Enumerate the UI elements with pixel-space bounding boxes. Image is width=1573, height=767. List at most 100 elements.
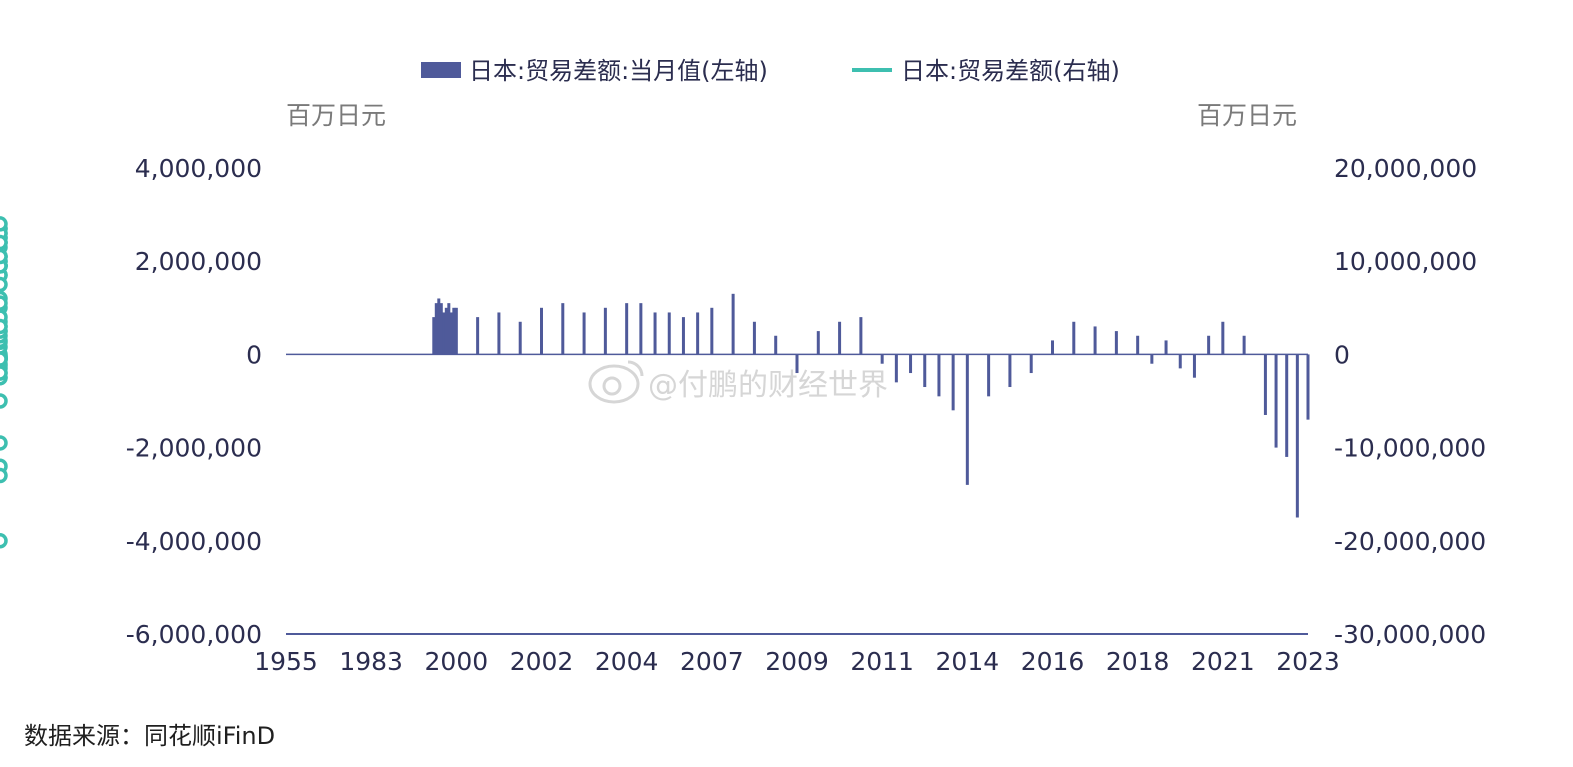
right-tick-label: 10,000,000 [1334, 247, 1477, 276]
x-tick-label: 2023 [1276, 647, 1340, 676]
x-axis-ticks: 1955 1983 2000 2002 2004 2007 2009 2011 2014 2016… [254, 647, 1340, 676]
bar [1193, 354, 1196, 377]
bar [710, 308, 713, 355]
bar [668, 312, 671, 354]
bar-series [432, 294, 1309, 518]
bar [1115, 331, 1118, 354]
left-axis-ticks: 4,000,000 2,000,000 0 -2,000,000 -4,000,000 -… [126, 154, 262, 649]
line-point [0, 218, 6, 230]
bar [881, 354, 884, 363]
bar [1072, 322, 1075, 355]
line-point [0, 320, 6, 332]
bar [455, 308, 458, 355]
bar [476, 317, 479, 354]
bar [966, 354, 969, 484]
left-axis-unit: 百万日元 [286, 101, 386, 130]
bar [1094, 326, 1097, 354]
bar [937, 354, 940, 396]
left-tick-label: 0 [246, 340, 262, 369]
x-tick-label: 2018 [1106, 647, 1170, 676]
bar [519, 322, 522, 355]
bar [774, 336, 777, 355]
bar [1136, 336, 1139, 355]
bar [625, 303, 628, 354]
line-point [0, 470, 6, 482]
right-tick-label: 20,000,000 [1334, 154, 1477, 183]
bar [682, 317, 685, 354]
right-axis-ticks: 20,000,000 10,000,000 0 -10,000,000 -20,000,… [1334, 154, 1486, 649]
line-point [0, 437, 6, 449]
weibo-icon [590, 362, 642, 402]
line-point [0, 395, 6, 407]
bar [817, 331, 820, 354]
x-tick-label: 2004 [595, 647, 659, 676]
bar [838, 322, 841, 355]
bar [604, 308, 607, 355]
bar [796, 354, 799, 373]
left-tick-label: -6,000,000 [126, 620, 262, 649]
bar [1296, 354, 1299, 517]
bar [1165, 340, 1168, 354]
bar [909, 354, 912, 373]
x-tick-label: 1955 [254, 647, 318, 676]
watermark: @付鹏的财经世界 [590, 362, 888, 403]
line-point [0, 367, 6, 379]
x-tick-label: 2021 [1191, 647, 1255, 676]
line-point [0, 535, 6, 547]
bar [753, 322, 756, 355]
x-tick-label: 1983 [339, 647, 403, 676]
bar [952, 354, 955, 410]
bar [561, 303, 564, 354]
bar [1243, 336, 1246, 355]
left-tick-label: 2,000,000 [135, 247, 262, 276]
legend-bar-label: 日本:贸易差额:当月值(左轴) [469, 57, 768, 85]
bar [540, 308, 543, 355]
x-tick-label: 2014 [936, 647, 1000, 676]
bar [923, 354, 926, 387]
bar [1030, 354, 1033, 373]
bar [1307, 354, 1310, 419]
legend-bar-swatch [421, 62, 461, 78]
line-markers [0, 218, 6, 547]
x-tick-label: 2016 [1021, 647, 1085, 676]
bar [1207, 336, 1210, 355]
bar [1150, 354, 1153, 363]
bar [1221, 322, 1224, 355]
bar [1008, 354, 1011, 387]
bar [732, 294, 735, 355]
bar [1051, 340, 1054, 354]
bar [583, 312, 586, 354]
x-tick-label: 2000 [425, 647, 489, 676]
left-tick-label: -2,000,000 [126, 434, 262, 463]
bar [895, 354, 898, 382]
bar [1179, 354, 1182, 368]
bar [987, 354, 990, 396]
line-point [0, 237, 6, 249]
x-tick-label: 2002 [510, 647, 574, 676]
right-tick-label: -20,000,000 [1334, 527, 1486, 556]
right-tick-label: -10,000,000 [1334, 434, 1486, 463]
right-tick-label: -30,000,000 [1334, 620, 1486, 649]
left-tick-label: -4,000,000 [126, 527, 262, 556]
line-point [0, 297, 6, 309]
bar [1275, 354, 1278, 447]
x-tick-label: 2009 [765, 647, 829, 676]
bar [696, 312, 699, 354]
line-point [0, 353, 6, 365]
data-source: 数据来源：同花顺iFinD [24, 716, 275, 751]
watermark-text: @付鹏的财经世界 [648, 368, 888, 403]
left-tick-label: 4,000,000 [135, 154, 262, 183]
bar [639, 303, 642, 354]
line-point [0, 279, 6, 291]
bar [859, 317, 862, 354]
x-tick-label: 2011 [850, 647, 914, 676]
right-axis-unit: 百万日元 [1197, 101, 1297, 130]
bar [497, 312, 500, 354]
line-point [0, 251, 6, 263]
right-tick-label: 0 [1334, 340, 1350, 369]
bar [1264, 354, 1267, 415]
bar [1285, 354, 1288, 457]
bar [654, 312, 657, 354]
x-tick-label: 2007 [680, 647, 744, 676]
